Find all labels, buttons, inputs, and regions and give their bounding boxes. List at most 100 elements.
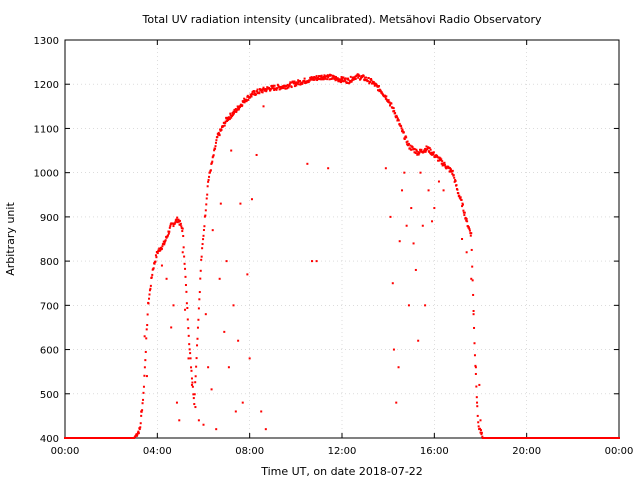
- data-point: [250, 95, 253, 98]
- data-point: [415, 149, 418, 152]
- data-point: [204, 313, 207, 316]
- data-point: [148, 297, 151, 300]
- data-point: [218, 134, 221, 137]
- data-point: [262, 88, 265, 91]
- data-point: [328, 78, 331, 81]
- data-point: [214, 141, 217, 144]
- data-point: [173, 222, 176, 225]
- data-point: [242, 101, 245, 104]
- data-point: [205, 197, 208, 200]
- data-point: [184, 284, 187, 287]
- data-point: [232, 112, 235, 115]
- data-point: [232, 110, 235, 113]
- data-point: [347, 78, 350, 81]
- data-point: [258, 92, 261, 95]
- data-point: [391, 282, 394, 285]
- data-point: [395, 114, 398, 117]
- data-point: [198, 291, 201, 294]
- data-point: [236, 108, 239, 111]
- data-point: [145, 328, 148, 331]
- data-point: [239, 202, 242, 205]
- data-point: [261, 91, 264, 94]
- data-point: [230, 116, 233, 119]
- data-point: [380, 91, 383, 94]
- y-tick-label: 700: [40, 301, 59, 312]
- data-point: [228, 116, 231, 119]
- data-point: [285, 85, 288, 88]
- plot-frame: [64, 39, 620, 439]
- data-point: [461, 203, 464, 206]
- data-point: [169, 225, 172, 228]
- data-point: [467, 226, 470, 229]
- data-point: [227, 118, 230, 121]
- data-point: [262, 86, 265, 89]
- data-point: [218, 277, 221, 280]
- data-point: [440, 162, 443, 165]
- data-point: [194, 381, 197, 384]
- data-point: [405, 224, 408, 227]
- data-point: [461, 205, 464, 208]
- data-point: [201, 243, 204, 246]
- data-point: [268, 86, 271, 89]
- y-tick-label: 1000: [34, 169, 59, 180]
- data-point: [145, 337, 148, 340]
- data-point: [214, 147, 217, 150]
- data-point: [468, 229, 471, 232]
- data-point: [336, 78, 339, 81]
- data-point: [288, 84, 291, 87]
- data-point: [439, 157, 442, 160]
- data-point: [418, 151, 421, 154]
- data-point: [208, 175, 211, 178]
- data-point: [176, 221, 179, 224]
- data-point: [204, 214, 207, 217]
- data-point: [207, 180, 210, 183]
- data-point: [144, 359, 147, 362]
- data-point: [286, 83, 289, 86]
- data-point: [414, 268, 417, 271]
- data-point: [405, 136, 408, 139]
- data-point: [178, 419, 181, 422]
- data-point: [362, 74, 365, 77]
- data-point: [462, 209, 465, 212]
- data-point: [211, 160, 214, 163]
- data-point: [425, 145, 428, 148]
- data-point: [207, 178, 210, 181]
- data-point: [190, 377, 193, 380]
- data-point: [431, 153, 434, 156]
- data-point: [164, 239, 167, 242]
- y-tick-label: 900: [40, 213, 59, 224]
- data-point: [185, 302, 188, 305]
- data-point: [315, 75, 318, 78]
- data-point: [307, 81, 310, 84]
- data-point: [460, 199, 463, 202]
- data-point: [269, 89, 272, 92]
- data-point: [406, 140, 409, 143]
- y-tick-label: 500: [40, 390, 59, 401]
- data-point: [473, 326, 476, 329]
- axis-ticks: [64, 39, 620, 439]
- data-point: [477, 425, 480, 428]
- data-point: [403, 137, 406, 140]
- data-point: [249, 96, 252, 99]
- data-point: [159, 249, 162, 252]
- data-point: [401, 128, 404, 131]
- data-point: [424, 150, 427, 153]
- data-point: [301, 81, 304, 84]
- data-point: [417, 339, 420, 342]
- data-point: [429, 148, 432, 151]
- data-point: [348, 81, 351, 84]
- data-point: [407, 142, 410, 145]
- data-point: [193, 403, 196, 406]
- data-point: [155, 256, 158, 259]
- data-point: [184, 275, 187, 278]
- data-point: [182, 246, 185, 249]
- data-point: [453, 176, 456, 179]
- data-point: [136, 433, 139, 436]
- data-point: [437, 159, 440, 162]
- data-point: [433, 207, 436, 210]
- data-point: [202, 423, 205, 426]
- data-point: [337, 80, 340, 83]
- data-point: [192, 393, 195, 396]
- data-point: [143, 374, 146, 377]
- data-point: [419, 171, 422, 174]
